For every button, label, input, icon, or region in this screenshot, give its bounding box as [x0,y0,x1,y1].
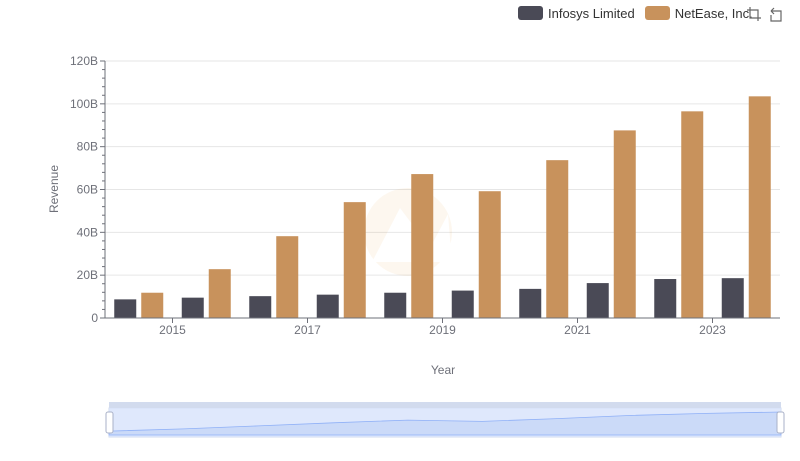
x-tick-label: 2017 [294,323,321,337]
bar-netease-2019[interactable] [478,191,501,318]
watermark-logo [364,188,452,276]
y-axis: 0 20B 40B 60B 80B 100B 120B [70,54,106,325]
legend: Infosys Limited NetEase, Inc. [518,4,763,22]
x-axis: 2015 2017 2019 2021 2023 [105,317,780,337]
restore-icon[interactable] [768,6,784,22]
x-tick-label: 2019 [429,323,456,337]
x-tick-label: 2023 [699,323,726,337]
data-zoom-handle-right[interactable] [776,411,785,434]
bar-infosys-2020[interactable] [519,288,542,318]
legend-swatch-netease [644,6,670,20]
y-tick-label: 80B [77,140,98,154]
y-tick-label: 0 [91,311,98,325]
data-zoom-handle-left[interactable] [105,411,114,434]
legend-label-infosys: Infosys Limited [548,5,635,21]
y-tick-label: 20B [77,268,98,282]
legend-item-netease[interactable]: NetEase, Inc. [644,5,753,21]
bar-netease-2016[interactable] [276,236,299,318]
x-tick-label: 2015 [159,323,186,337]
toolbox [746,6,790,22]
bar-infosys-2017[interactable] [316,294,339,318]
y-axis-label: Revenue [47,165,61,213]
bar-netease-2014[interactable] [141,292,164,318]
bar-netease-2021[interactable] [613,130,636,318]
y-tick-label: 120B [70,54,98,68]
bar-infosys-2023[interactable] [721,278,744,318]
bar-infosys-2016[interactable] [249,296,272,318]
bar-netease-2018[interactable] [411,174,434,318]
data-zoom-slider[interactable] [105,402,785,438]
zoom-icon[interactable] [746,6,762,22]
y-tick-label: 40B [77,225,98,239]
bar-infosys-2021[interactable] [586,283,609,318]
bar-infosys-2022[interactable] [654,279,677,318]
y-tick-label: 100B [70,97,98,111]
bar-infosys-2019[interactable] [451,290,474,318]
bar-infosys-2015[interactable] [181,297,204,318]
x-tick-label: 2021 [564,323,591,337]
data-zoom-top-bar[interactable] [109,402,781,408]
legend-swatch-infosys [518,6,543,20]
grid-lines [105,60,780,276]
legend-label-netease: NetEase, Inc. [674,5,753,21]
y-tick-label: 60B [77,183,98,197]
bar-infosys-2018[interactable] [384,292,407,318]
bar-netease-2020[interactable] [546,160,569,318]
bar-infosys-2014[interactable] [114,299,137,318]
bar-netease-2022[interactable] [681,111,704,319]
legend-item-infosys[interactable]: Infosys Limited [518,6,635,21]
x-axis-label: Year [431,363,455,377]
bar-netease-2023[interactable] [748,96,771,319]
bar-netease-2017[interactable] [343,202,366,318]
bar-netease-2015[interactable] [208,269,231,318]
bars [114,96,771,319]
